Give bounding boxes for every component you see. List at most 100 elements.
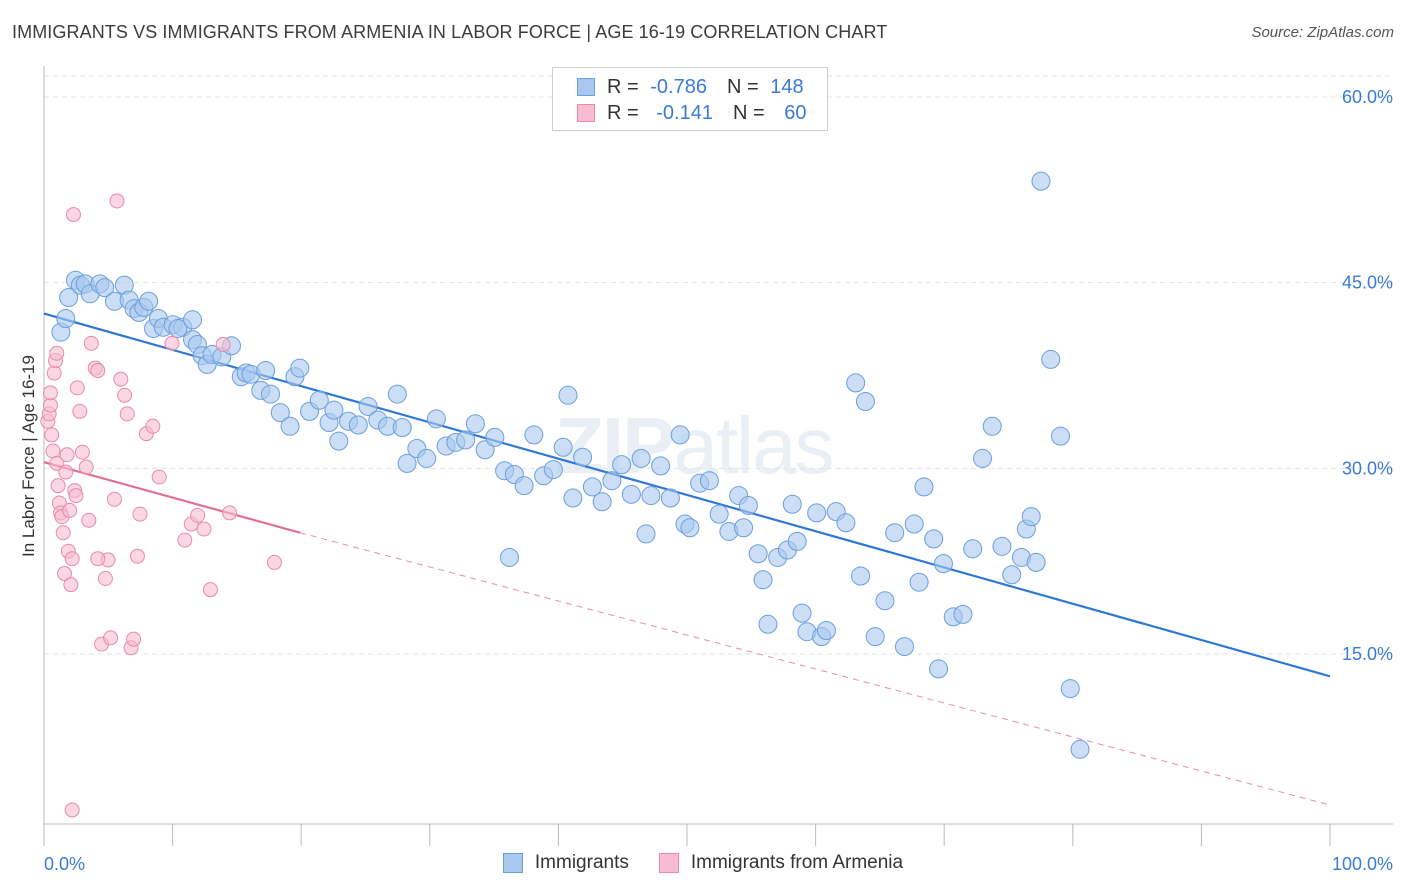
immigrants-point <box>183 310 203 330</box>
immigrants-point <box>1041 349 1061 369</box>
y-tick-label: 45.0% <box>1342 273 1393 293</box>
legend-n-label: N = <box>732 101 765 124</box>
legend-r-value: -0.786 <box>650 75 707 98</box>
y-tick-label: 30.0% <box>1342 458 1393 478</box>
immigrants-point <box>894 637 914 657</box>
immigrants-point <box>397 453 417 473</box>
legend-r-label: R = <box>607 75 639 98</box>
armenia-point <box>59 447 75 463</box>
immigrants-point <box>699 471 719 491</box>
armenia-point <box>90 551 106 567</box>
source-label: Source: ZipAtlas.com <box>1251 24 1394 41</box>
legend-n-value: 60 <box>784 101 807 124</box>
armenia-point <box>74 444 90 460</box>
immigrants-point <box>904 514 924 534</box>
armenia-point <box>78 459 94 475</box>
armenia-point <box>45 443 61 459</box>
axes <box>43 66 1393 846</box>
immigrants-point <box>387 384 407 404</box>
immigrants-point <box>582 477 602 497</box>
armenia-point <box>64 802 80 818</box>
legend-item-armenia[interactable]: Immigrants from Armenia <box>658 852 903 874</box>
armenia-point <box>72 403 88 419</box>
armenia-point <box>190 507 206 523</box>
immigrants-point <box>865 627 885 647</box>
immigrants-point <box>558 385 578 405</box>
immigrants-point <box>651 456 671 476</box>
armenia-point <box>132 506 148 522</box>
armenia-point <box>90 363 106 379</box>
immigrants-point <box>270 403 290 423</box>
immigrants-point <box>485 427 505 447</box>
immigrants-point <box>963 539 983 559</box>
legend-swatch-blue <box>577 78 595 96</box>
armenia-point <box>44 427 60 443</box>
immigrants-point <box>563 488 583 508</box>
immigrants-point <box>329 431 349 451</box>
y-axis-title: In Labor Force | Age 16-19 <box>19 355 38 557</box>
immigrants-point <box>426 409 446 429</box>
armenia-point <box>222 505 238 521</box>
immigrants-point <box>924 529 944 549</box>
armenia-point <box>64 551 80 567</box>
immigrants-point <box>543 460 563 480</box>
immigrants-point <box>851 566 871 586</box>
legend-item-immigrants[interactable]: Immigrants <box>502 852 629 874</box>
immigrants-point <box>787 531 807 551</box>
data-points <box>40 171 1090 818</box>
armenia-point <box>151 469 167 485</box>
armenia-point <box>49 455 65 471</box>
immigrants-point <box>256 361 276 381</box>
immigrants-point <box>56 309 76 329</box>
armenia-point <box>126 631 142 647</box>
armenia-point <box>68 488 84 504</box>
y-tick-label: 15.0% <box>1342 644 1393 664</box>
legend-swatch-pink <box>658 853 679 873</box>
immigrants-point <box>738 495 758 515</box>
armenia-point <box>129 548 145 564</box>
immigrants-point <box>734 518 754 538</box>
chart-title: IMMIGRANTS VS IMMIGRANTS FROM ARMENIA IN… <box>12 22 888 42</box>
immigrants-point <box>748 544 768 564</box>
legend-row-armenia: R = -0.141 N = 60 <box>577 100 806 126</box>
armenia-point <box>266 554 282 570</box>
immigrants-point <box>846 373 866 393</box>
immigrants-point <box>1031 171 1051 191</box>
armenia-point <box>119 406 135 422</box>
armenia-point <box>202 582 218 598</box>
immigrants-point <box>290 358 310 378</box>
immigrants-point <box>660 488 680 508</box>
armenia-point <box>106 491 122 507</box>
y-tick-label: 60.0% <box>1342 87 1393 107</box>
immigrants-point <box>1002 565 1022 585</box>
armenia-point <box>97 570 113 586</box>
immigrants-point <box>573 447 593 467</box>
armenia-point <box>69 380 85 396</box>
x-tick-labels: 0.0% 100.0% <box>44 854 1393 874</box>
armenia-point <box>117 387 133 403</box>
immigrants-point <box>807 503 827 523</box>
legend-r-value: -0.141 <box>656 101 713 124</box>
immigrants-point <box>992 536 1012 556</box>
immigrants-point <box>456 430 476 450</box>
armenia-point <box>145 418 161 434</box>
immigrants-point <box>139 291 159 311</box>
armenia-point <box>46 365 62 381</box>
immigrants-point <box>836 513 856 533</box>
immigrants-point <box>1026 552 1046 572</box>
armenia-point <box>65 207 81 223</box>
immigrants-point <box>782 494 802 514</box>
immigrants-point <box>499 547 519 567</box>
armenia-point <box>113 371 129 387</box>
armenia-point <box>56 566 72 582</box>
immigrants-point <box>753 570 773 590</box>
armenia-point <box>63 577 79 593</box>
immigrants-point <box>612 455 632 475</box>
immigrants-point <box>358 396 378 416</box>
immigrants-point <box>309 390 329 410</box>
immigrants-point <box>885 523 905 543</box>
armenia-point <box>177 532 193 548</box>
immigrants-point <box>95 278 115 298</box>
series-legend: Immigrants Immigrants from Armenia <box>0 852 1406 874</box>
